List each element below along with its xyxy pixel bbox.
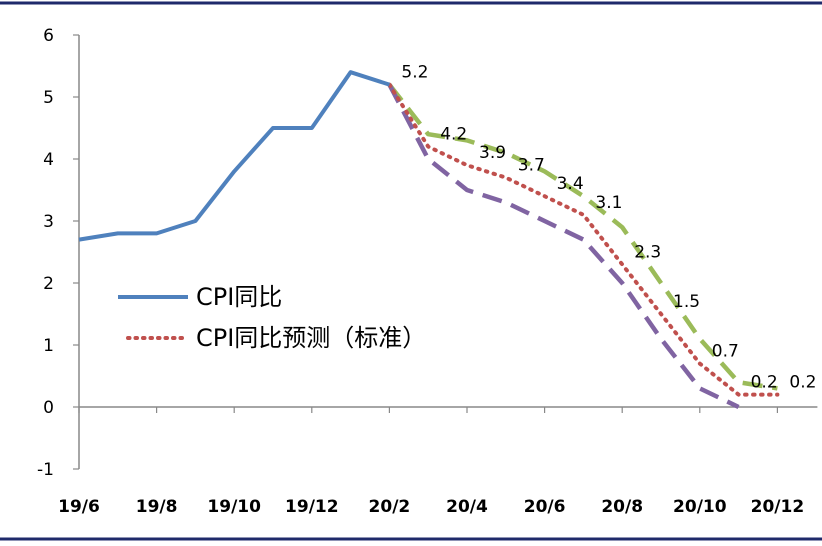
forecast-data-label: 0.2 [751,373,778,393]
data-labels: 5.2 4.2 3.9 3.7 3.4 3.1 2.3 1.5 0.7 0.2 0.2 [401,63,816,393]
forecast-data-label: 3.1 [595,193,622,213]
y-tick-label: 2 [43,274,54,294]
forecast-data-label: 3.9 [479,143,506,163]
forecast-data-label: 5.2 [401,63,428,83]
x-tick-label: 20/4 [446,497,488,517]
y-tick-label: 3 [43,212,54,232]
x-tick-label: 20/10 [673,497,727,517]
y-tick-label: 1 [43,336,54,356]
legend-label-cpi-yoy: CPI同比 [196,283,282,311]
x-tick-label: 20/6 [524,497,566,517]
series-line-forecast-low [387,83,740,410]
forecast-data-label: 3.4 [557,174,584,194]
x-tick-label: 19/8 [136,497,178,517]
axes: -1 0 1 2 3 4 5 6 19/6 19/8 19/10 19/12 20/2 20/4 20/6 2… [37,26,818,517]
series-line-cpi-yoy [78,70,391,242]
y-tick-label: 5 [43,88,54,108]
y-tick-label: -1 [37,460,54,480]
y-tick-label: 6 [43,26,54,46]
x-tick-label: 20/2 [369,497,411,517]
legend-label-cpi-forecast: CPI同比预测（标准） [196,324,426,352]
series-line-cpi-forecast-standard [387,82,780,397]
y-tick-label: 0 [43,398,54,418]
forecast-data-label: 0.2 [789,373,816,393]
x-tick-label: 20/8 [601,497,643,517]
forecast-data-label: 2.3 [634,242,661,262]
legend: CPI同比 CPI同比预测（标准） [118,283,426,352]
forecast-data-label: 0.7 [712,342,739,362]
x-tick-label: 19/6 [58,497,100,517]
series-layer [78,70,780,410]
series-line-forecast-high [387,83,778,391]
x-tick-label: 19/10 [207,497,261,517]
forecast-data-label: 4.2 [440,125,467,145]
forecast-data-label: 3.7 [518,156,545,176]
x-tick-label: 20/12 [751,497,805,517]
y-tick-label: 4 [43,150,54,170]
forecast-data-label: 1.5 [673,292,700,312]
x-tick-label: 19/12 [285,497,339,517]
